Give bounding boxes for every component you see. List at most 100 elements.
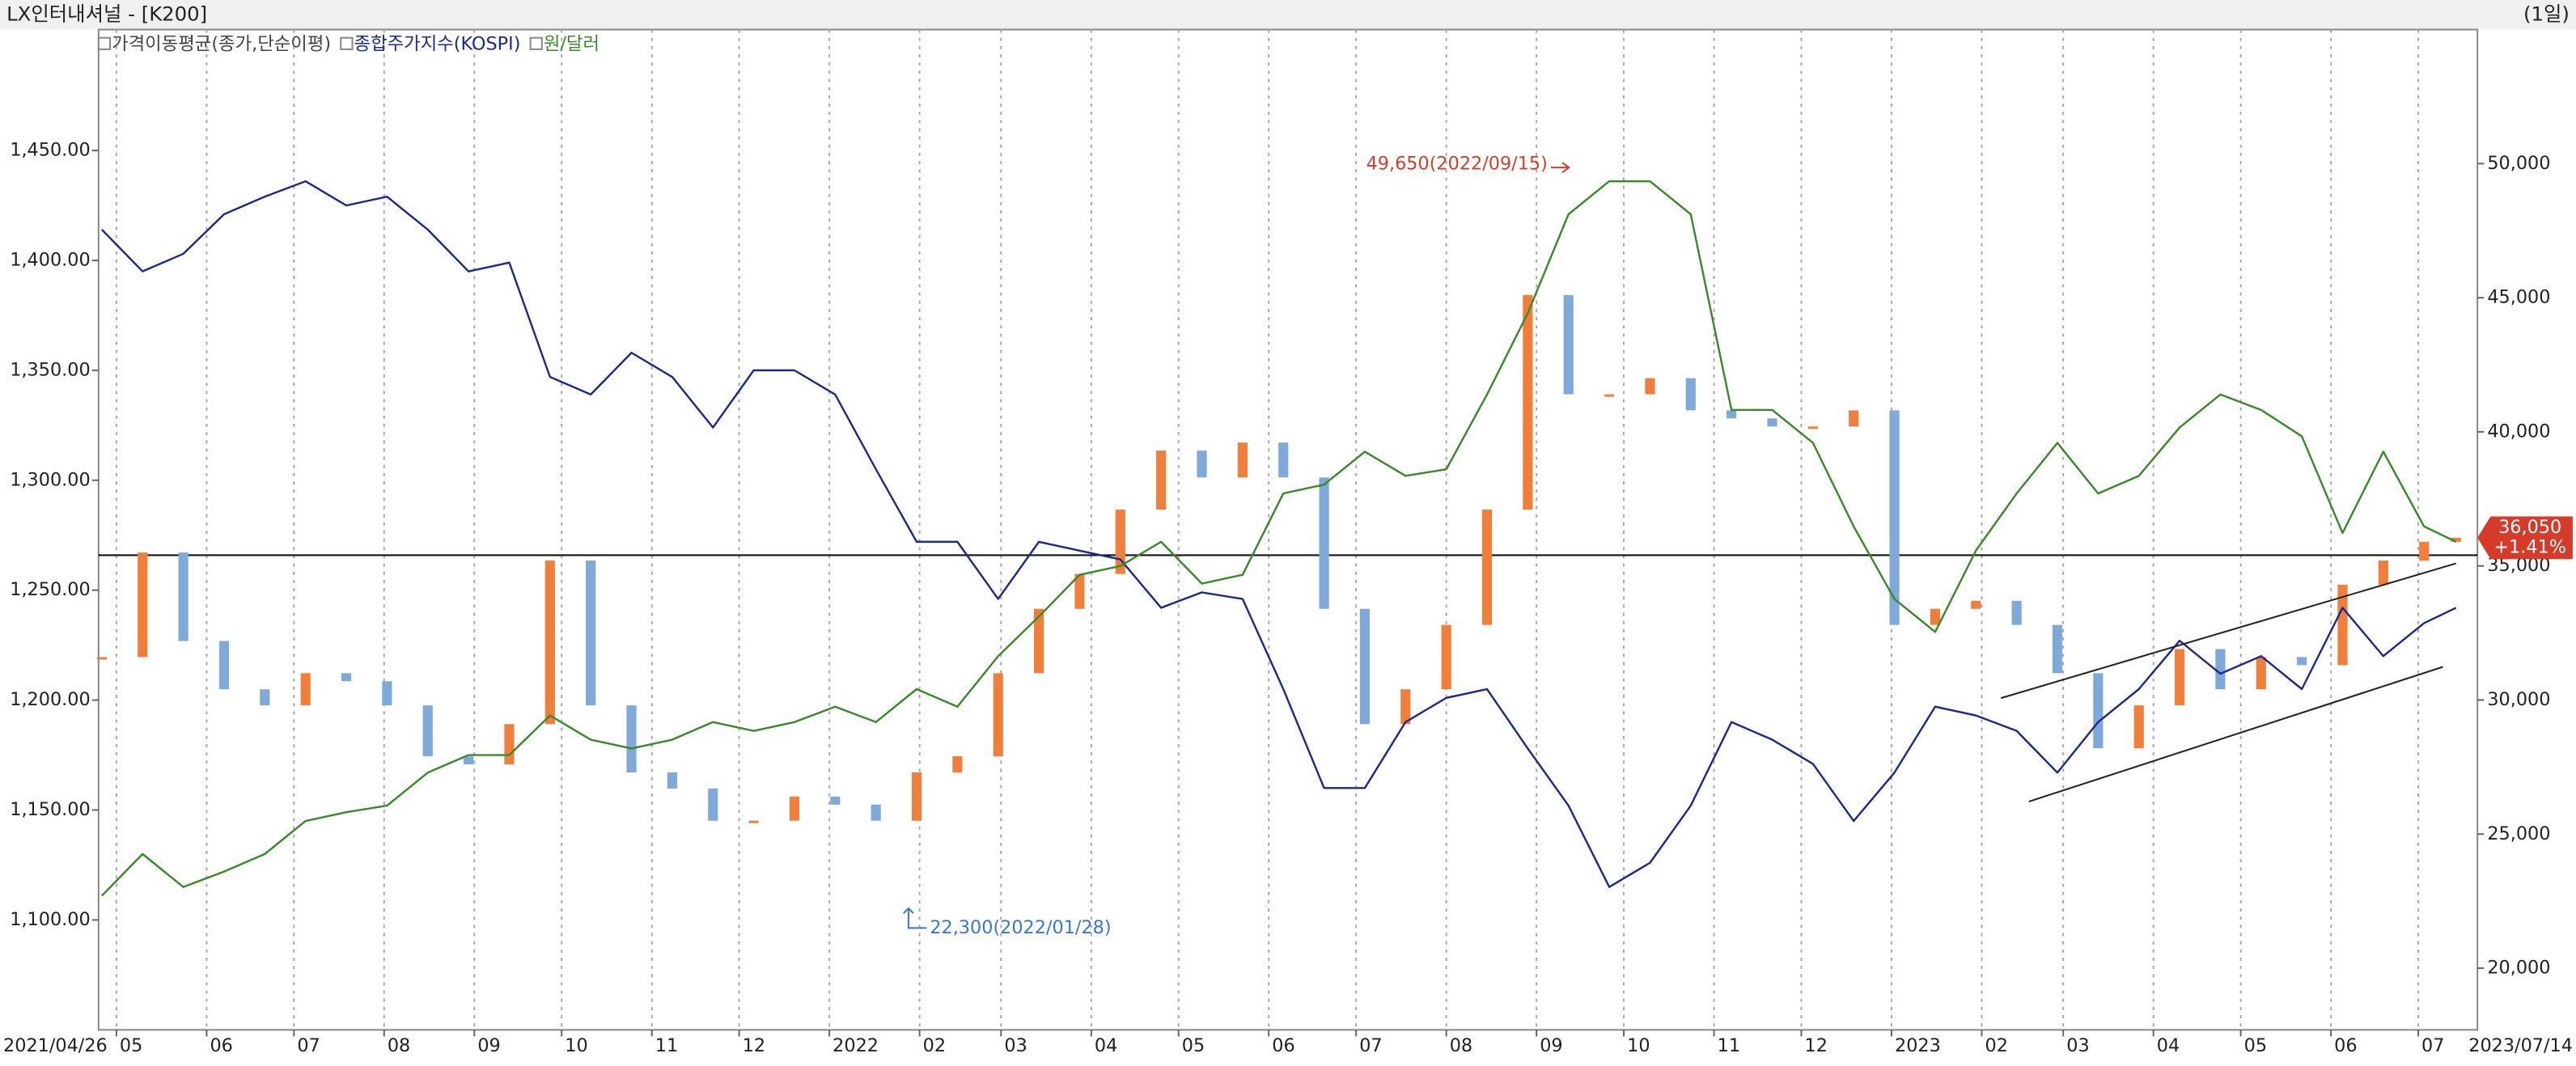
annotation: 22,300(2022/01/28) — [930, 917, 1111, 938]
candle — [1971, 600, 1981, 609]
x-tick-label: 06 — [1272, 1035, 1294, 1056]
candle — [2297, 657, 2307, 666]
candle — [341, 673, 352, 682]
legend-label: 종합주가지수(KOSPI) — [354, 33, 521, 54]
candle — [2011, 600, 2022, 625]
candle — [1930, 608, 1941, 625]
candle — [911, 772, 922, 821]
candle — [2419, 541, 2430, 561]
marks — [96, 180, 2478, 897]
y-tick-label: 1,100.00 — [10, 909, 90, 930]
y2-tick-label: 40,000 — [2487, 421, 2550, 442]
y-tick-label: 1,400.00 — [10, 249, 90, 270]
candle — [2133, 705, 2144, 749]
x-tick-label: 2022 — [833, 1035, 879, 1056]
candle — [1481, 510, 1493, 625]
x-tick-label: 09 — [477, 1035, 500, 1056]
y-tick-label: 1,450.00 — [10, 140, 90, 161]
annotation-arrow — [1550, 162, 1570, 174]
candle — [708, 788, 718, 821]
candle — [1400, 689, 1411, 725]
x-tick-label: 05 — [2244, 1035, 2267, 1056]
legend-box — [97, 36, 112, 50]
x-tick-label: 11 — [1718, 1035, 1740, 1056]
last-price-label: 36,050 — [2498, 517, 2561, 538]
candle — [178, 552, 189, 641]
x-tick-label: 04 — [1095, 1035, 1117, 1056]
last-price-change: +1.41% — [2493, 537, 2566, 558]
x-tick-label: 11 — [655, 1035, 678, 1056]
period-label: (1일) — [2523, 2, 2570, 25]
channel-line — [2028, 666, 2443, 803]
x-tick-label: 05 — [1182, 1035, 1205, 1056]
candle — [300, 673, 311, 706]
x-end-label: 2023/07/14 — [2468, 1035, 2573, 1056]
legend-label: 원/달러 — [544, 33, 600, 54]
x-tick-label: 08 — [388, 1035, 410, 1056]
x-tick-label: 10 — [1627, 1035, 1650, 1056]
candle — [2093, 673, 2104, 749]
grid — [91, 29, 2485, 1037]
x-tick-label: 05 — [120, 1035, 142, 1056]
x-tick-label: 12 — [1805, 1035, 1828, 1056]
candle — [1074, 573, 1085, 609]
candle — [1441, 624, 1451, 690]
x-tick-label: 12 — [743, 1035, 765, 1056]
x-tick-label: 03 — [2066, 1035, 2089, 1056]
candle — [382, 681, 392, 706]
candle — [667, 772, 677, 789]
annotation-arrow — [903, 907, 927, 929]
candle — [2174, 649, 2185, 706]
candle — [1727, 410, 1737, 419]
y2-tick-label: 50,000 — [2487, 153, 2550, 174]
candle — [1767, 418, 1777, 427]
candle — [952, 756, 963, 773]
chart-title: LX인터내셔널 - [K200] — [6, 2, 207, 25]
channel-line — [2000, 562, 2457, 700]
candle — [830, 796, 841, 805]
y-tick-label: 1,150.00 — [10, 799, 90, 820]
x-tick-label: 04 — [2157, 1035, 2180, 1056]
candle — [2052, 624, 2063, 674]
candle — [1156, 451, 1167, 510]
candle — [789, 796, 800, 821]
candle — [1807, 426, 1818, 429]
y2-tick-label: 45,000 — [2487, 287, 2550, 308]
candle — [2256, 657, 2266, 690]
legend-box — [529, 36, 543, 50]
candle — [138, 552, 148, 658]
candle — [993, 673, 1003, 757]
x-tick-label: 06 — [2334, 1035, 2357, 1056]
x-start-label: 2021/04/26 — [3, 1035, 108, 1056]
candle — [96, 657, 107, 660]
candle — [748, 820, 759, 823]
candle — [1359, 608, 1371, 725]
candle — [464, 756, 474, 765]
legend-label: 가격이동평균(종가,단순이평) — [112, 33, 331, 54]
series-line — [101, 180, 2457, 888]
candle — [2215, 649, 2226, 690]
candle — [504, 724, 515, 765]
y-tick-label: 1,350.00 — [10, 359, 90, 380]
annotation: 49,650(2022/09/15) — [1366, 154, 1548, 175]
candle — [1889, 410, 1900, 625]
candle — [260, 689, 270, 706]
candle — [544, 560, 555, 725]
candle — [2337, 584, 2348, 666]
candle — [1523, 294, 1533, 510]
y2-tick-label: 30,000 — [2487, 689, 2550, 710]
candle — [586, 560, 596, 706]
x-tick-label: 02 — [1985, 1035, 2008, 1056]
candle — [1849, 410, 1859, 427]
candle — [422, 705, 433, 757]
x-tick-label: 07 — [2421, 1035, 2444, 1056]
x-tick-label: 2023 — [1895, 1035, 1941, 1056]
candle — [1237, 442, 1248, 478]
y2-tick-label: 20,000 — [2487, 958, 2550, 979]
legend-box — [340, 36, 354, 50]
title-bar — [0, 0, 2576, 30]
series-line — [101, 180, 2457, 897]
x-tick-label: 02 — [923, 1035, 946, 1056]
x-tick-label: 09 — [1540, 1035, 1562, 1056]
